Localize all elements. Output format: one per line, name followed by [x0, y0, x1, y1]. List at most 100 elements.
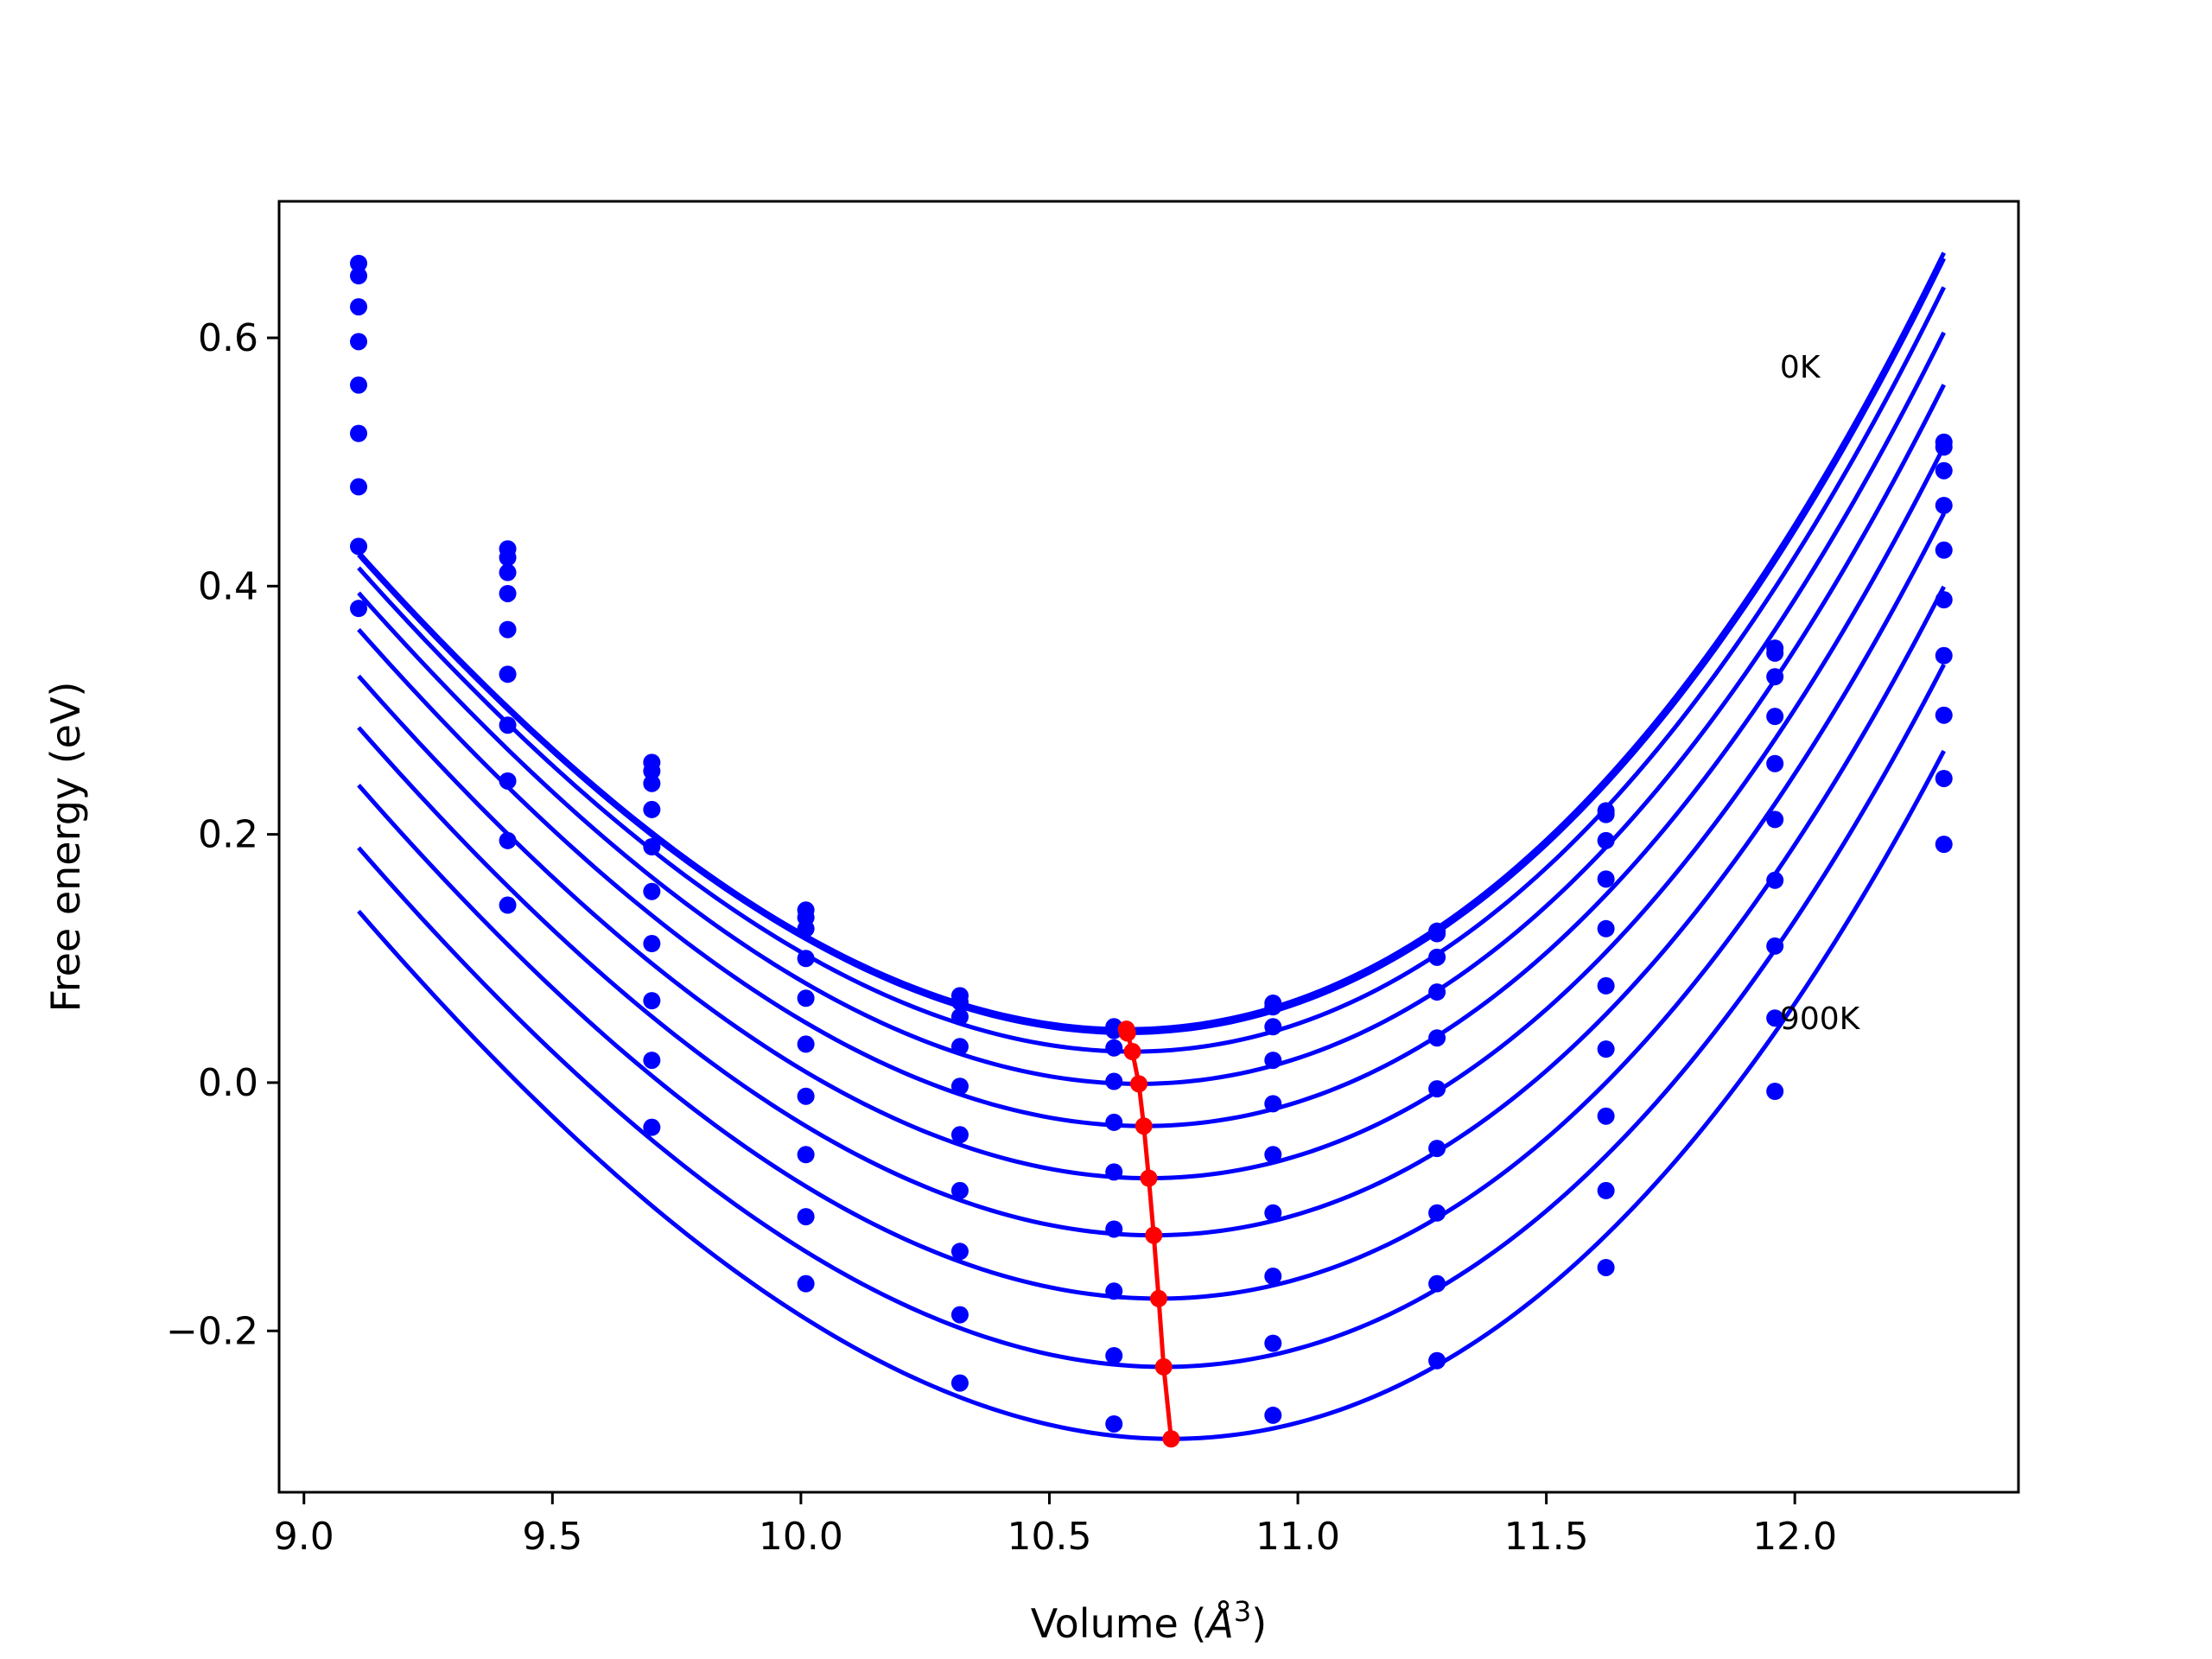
annotations: 0K 900K [1780, 350, 1861, 1037]
data-point [1264, 1018, 1282, 1036]
data-point [1766, 937, 1784, 955]
data-point [1105, 1163, 1123, 1181]
data-point [950, 1007, 969, 1026]
data-point [1105, 1414, 1123, 1433]
minimum-point [1162, 1430, 1180, 1448]
data-point [950, 993, 969, 1011]
data-point [499, 665, 517, 683]
data-point [1105, 1021, 1123, 1039]
minimum-point [1140, 1169, 1158, 1187]
data-point [1935, 769, 1953, 787]
data-point [499, 549, 517, 567]
x-tick-label: 12.0 [1752, 1515, 1837, 1559]
data-point [1935, 706, 1953, 724]
x-tick-label: 11.5 [1504, 1515, 1589, 1559]
data-point [1428, 1029, 1446, 1047]
data-point [1766, 644, 1784, 662]
data-point [797, 919, 815, 938]
data-point [1766, 708, 1784, 726]
y-tick-label: 0.0 [198, 1061, 258, 1105]
data-point [350, 333, 368, 351]
x-axis-label-unit-sup: 3 [1234, 1595, 1251, 1628]
minimum-point [1118, 1024, 1136, 1042]
annotation-label: 900K [1780, 1001, 1861, 1037]
data-point [1428, 983, 1446, 1001]
x-tick-label: 11.0 [1255, 1515, 1340, 1559]
data-point [797, 950, 815, 968]
data-point [1766, 754, 1784, 772]
minimum-line [1124, 1028, 1173, 1440]
x-tick-label: 9.5 [522, 1515, 582, 1559]
data-point [1935, 541, 1953, 559]
data-point [350, 424, 368, 442]
data-point [1766, 668, 1784, 686]
data-point [950, 1038, 969, 1056]
data-point [643, 935, 661, 953]
data-point [499, 620, 517, 639]
data-point [797, 1035, 815, 1053]
x-axis: 9.0 9.5 10.0 10.5 11.0 11.5 12.0 [274, 1492, 1837, 1559]
data-point [1264, 1268, 1282, 1286]
minimum-point [1123, 1043, 1141, 1061]
data-point [499, 772, 517, 790]
data-point [499, 831, 517, 849]
minimum-point [1130, 1075, 1147, 1093]
fit-curve-3 [357, 331, 1946, 1086]
data-point [950, 1374, 969, 1392]
data-point [1428, 1274, 1446, 1293]
data-point [499, 896, 517, 914]
data-point [1105, 1072, 1123, 1090]
fit-curve-8 [357, 663, 1946, 1370]
data-point [1428, 1351, 1446, 1370]
data-point [950, 1126, 969, 1144]
data-point [350, 478, 368, 496]
data-point [1264, 1052, 1282, 1070]
data-point [1264, 1406, 1282, 1424]
data-point [950, 1181, 969, 1199]
data-point [643, 882, 661, 900]
data-point [1105, 1113, 1123, 1131]
y-tick-label: 0.6 [198, 316, 258, 360]
data-point [1935, 438, 1953, 456]
minimum-point [1135, 1117, 1153, 1135]
data-point [950, 1077, 969, 1096]
data-point [1935, 591, 1953, 609]
data-point [643, 1052, 661, 1070]
data-point [643, 992, 661, 1010]
y-tick-label: 0.4 [198, 564, 258, 608]
data-point [1935, 646, 1953, 664]
data-point [1597, 1258, 1615, 1276]
x-tick-label: 10.0 [759, 1515, 843, 1559]
data-point [797, 1274, 815, 1293]
data-point [1428, 948, 1446, 966]
data-point [1597, 805, 1615, 823]
axes-frame [277, 200, 2020, 1494]
data-point [643, 800, 661, 818]
data-point [1264, 1095, 1282, 1113]
minimum-point [1154, 1357, 1173, 1376]
data-point [1105, 1220, 1123, 1238]
data-point [1597, 870, 1615, 888]
data-point [1264, 998, 1282, 1016]
data-point [350, 267, 368, 285]
data-point [1766, 1009, 1784, 1027]
data-point [643, 762, 661, 780]
x-tick-label: 9.0 [274, 1515, 334, 1559]
data-point [1935, 496, 1953, 514]
minimum-point [1145, 1226, 1163, 1244]
annotation-label: 0K [1780, 350, 1821, 385]
y-tick-label: 0.2 [198, 813, 258, 857]
data-point [643, 774, 661, 792]
fit-curve-1 [357, 257, 1946, 1035]
data-point [1105, 1282, 1123, 1300]
data-point [1105, 1346, 1123, 1364]
fit-curve-9 [357, 749, 1946, 1441]
data-point [1264, 1204, 1282, 1222]
data-point [499, 584, 517, 602]
data-point [1428, 925, 1446, 943]
data-point [643, 1118, 661, 1136]
fit-curve-0 [357, 251, 1946, 1032]
fit-curve-2 [357, 286, 1946, 1054]
data-point [1597, 831, 1615, 849]
